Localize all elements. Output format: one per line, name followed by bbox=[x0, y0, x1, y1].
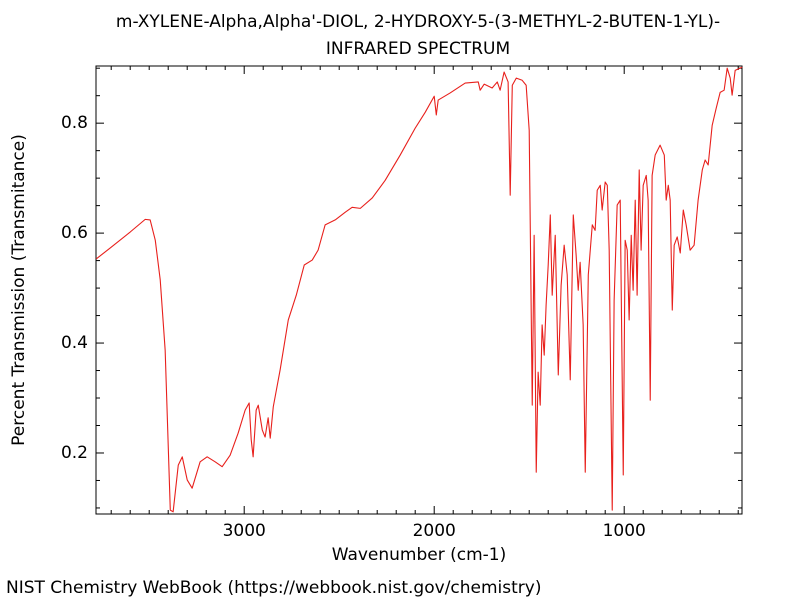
x-tick-label: 2000 bbox=[413, 521, 456, 541]
y-tick-label: 0.4 bbox=[61, 333, 88, 353]
footer: NIST Chemistry WebBook (https://webbook.… bbox=[6, 578, 541, 598]
y-tick-label: 0.2 bbox=[61, 443, 88, 463]
chart-title: INFRARED SPECTRUM bbox=[326, 39, 510, 59]
x-tick-label: 3000 bbox=[223, 521, 266, 541]
x-axis-label: Wavenumber (cm-1) bbox=[332, 545, 507, 565]
spectrum-line bbox=[95, 66, 743, 513]
plot-frame bbox=[95, 65, 743, 515]
y-tick-label: 0.8 bbox=[61, 113, 88, 133]
chart-title: m-XYLENE-Alpha,Alpha'-DIOL, 2-HYDROXY-5-… bbox=[116, 12, 720, 32]
x-tick-label: 1000 bbox=[603, 521, 646, 541]
y-tick-label: 0.6 bbox=[61, 223, 88, 243]
y-axis-label: Percent Transmission (Transmitance) bbox=[9, 134, 29, 446]
